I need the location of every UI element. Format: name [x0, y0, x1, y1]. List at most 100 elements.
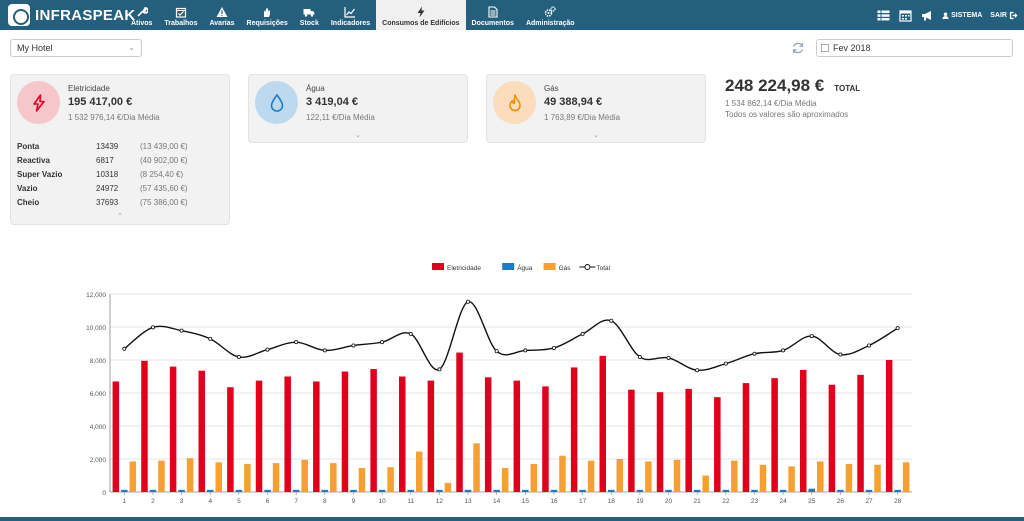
bar-eletricidade — [427, 380, 435, 492]
bar-gás — [587, 460, 595, 492]
bar-eletricidade — [313, 381, 320, 492]
list-view-icon[interactable] — [876, 8, 890, 22]
bar-água — [321, 489, 329, 492]
bar-água — [378, 489, 386, 492]
total-point — [752, 351, 757, 356]
logout-button[interactable]: SAIR — [990, 11, 1018, 20]
bar-água — [779, 489, 787, 492]
top-navbar: INFRASPEAK Ativos Trabalhos Avarias Requ… — [0, 0, 1024, 30]
bar-gás — [530, 463, 538, 492]
y-tick-label: 4,000 — [90, 424, 107, 431]
nav-label: Ativos — [131, 20, 153, 27]
bar-eletricidade — [628, 389, 635, 492]
bar-eletricidade — [284, 376, 291, 492]
bar-gás — [416, 451, 423, 492]
nav-item-consumos[interactable]: Consumos de Edifícios — [376, 0, 466, 30]
bar-gás — [673, 459, 681, 492]
bar-eletricidade — [169, 366, 177, 492]
refresh-icon[interactable] — [791, 41, 805, 55]
x-tick-label: 9 — [352, 498, 356, 505]
system-menu[interactable]: SISTEMA — [942, 12, 982, 19]
bar-eletricidade — [570, 367, 578, 492]
bar-água — [407, 489, 414, 492]
nav-item-stock[interactable]: Stock — [294, 0, 325, 30]
electricity-daily-average: 1 532 976,14 €/Dia Média — [68, 113, 160, 122]
wrench-icon — [135, 5, 148, 18]
breakdown-label: Cheio — [17, 197, 40, 207]
logo-mark-icon — [8, 4, 30, 26]
breakdown-money: (75 386,00 €) — [140, 197, 188, 207]
x-tick-label: 18 — [608, 498, 616, 505]
bar-água — [149, 489, 157, 492]
total-label: TOTAL — [834, 84, 861, 93]
expand-chevron-icon[interactable]: ⌄ — [593, 132, 599, 139]
nav-item-administracao[interactable]: Administração — [520, 0, 581, 30]
megaphone-icon[interactable] — [920, 8, 934, 22]
gas-value: 49 388,94 € — [544, 96, 603, 108]
x-tick-label: 17 — [579, 498, 587, 505]
total-point — [723, 361, 728, 366]
total-point — [895, 326, 900, 331]
nav-item-requisicoes[interactable]: Requisições — [241, 0, 294, 30]
bar-água — [235, 489, 243, 492]
bar-eletricidade — [742, 383, 750, 492]
bar-água — [350, 489, 357, 492]
y-tick-label: 6,000 — [90, 391, 107, 398]
bar-eletricidade — [341, 371, 349, 492]
nav-item-ativos[interactable]: Ativos — [125, 0, 158, 30]
x-tick-label: 11 — [407, 498, 414, 505]
x-tick-label: 2 — [151, 498, 155, 505]
bar-gás — [759, 464, 767, 492]
bar-gás — [874, 464, 881, 492]
bar-eletricidade — [885, 360, 893, 492]
breakdown-money: (13 439,00 €) — [140, 141, 188, 151]
bar-gás — [902, 462, 910, 492]
expand-chevron-icon[interactable]: ⌄ — [355, 132, 361, 139]
legend-swatch — [543, 263, 556, 270]
bar-eletricidade — [198, 370, 205, 492]
hand-icon — [261, 5, 274, 18]
water-value: 3 419,04 € — [306, 96, 358, 108]
total-point — [867, 343, 872, 348]
x-tick-label: 12 — [436, 498, 444, 505]
nav-label: Administração — [525, 20, 575, 27]
x-tick-label: 7 — [294, 498, 298, 505]
bar-eletricidade — [227, 387, 234, 492]
x-tick-label: 4 — [208, 498, 212, 505]
bar-eletricidade — [542, 386, 549, 492]
nav-item-indicadores[interactable]: Indicadores — [325, 0, 376, 30]
bar-água — [865, 489, 873, 492]
bar-gás — [501, 468, 509, 492]
x-tick-label: 16 — [550, 498, 558, 505]
total-point — [494, 349, 499, 354]
bar-água — [693, 489, 701, 492]
collapse-chevron-icon[interactable]: ⌃ — [117, 213, 123, 220]
warning-icon — [216, 5, 229, 18]
y-tick-label: 0 — [102, 490, 106, 497]
x-tick-label: 26 — [837, 498, 845, 505]
x-tick-label: 24 — [779, 498, 787, 505]
nav-item-trabalhos[interactable]: Trabalhos — [158, 0, 203, 30]
x-tick-label: 23 — [751, 498, 759, 505]
bar-água — [121, 489, 128, 492]
brand-logo[interactable]: INFRASPEAK — [8, 4, 136, 26]
bar-eletricidade — [656, 392, 664, 492]
breakdown-value: 24972 — [96, 183, 119, 193]
x-tick-label: 19 — [636, 498, 644, 505]
legend-swatch — [502, 263, 515, 270]
total-point — [122, 346, 127, 351]
nav-item-avarias[interactable]: Avarias — [203, 0, 240, 30]
bar-gás — [215, 462, 222, 492]
calendar-icon[interactable] — [898, 8, 912, 22]
approximate-note: Todos os valores são aproximados — [725, 110, 849, 119]
total-point — [437, 367, 442, 372]
x-tick-label: 15 — [522, 498, 530, 505]
total-point — [322, 348, 327, 353]
month-picker[interactable]: Fev 2018 — [816, 39, 1013, 57]
total-point — [637, 355, 642, 360]
total-point — [781, 348, 786, 353]
bar-gás — [301, 459, 308, 492]
nav-item-documentos[interactable]: Documentos — [466, 0, 520, 30]
bar-água — [264, 489, 271, 492]
building-select[interactable]: My Hotel ⌄ — [10, 39, 142, 57]
